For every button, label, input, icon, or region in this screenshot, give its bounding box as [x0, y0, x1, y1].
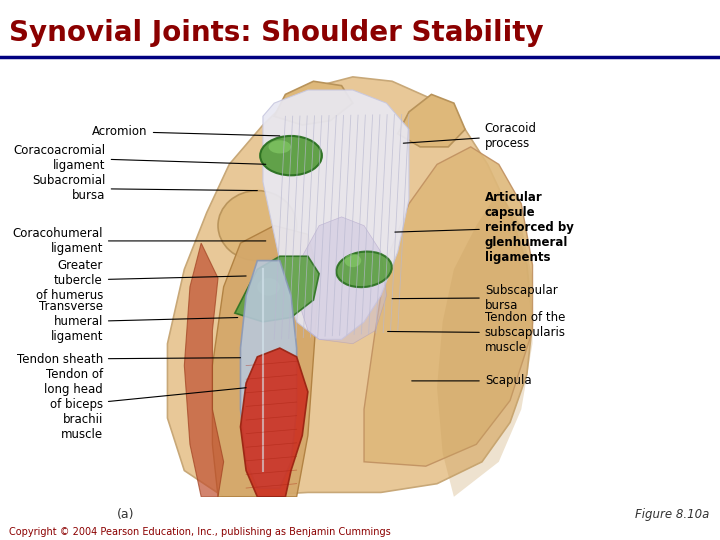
Polygon shape [240, 261, 297, 488]
Text: Articular
capsule
reinforced by
glenhumeral
ligaments: Articular capsule reinforced by glenhume… [395, 191, 574, 264]
Polygon shape [297, 217, 387, 343]
Ellipse shape [218, 191, 297, 261]
Text: Acromion: Acromion [92, 125, 280, 138]
Text: Coracoacromial
ligament: Coracoacromial ligament [14, 144, 266, 172]
Text: Figure 8.10a: Figure 8.10a [635, 508, 709, 521]
Ellipse shape [260, 136, 322, 176]
Text: Tendon sheath: Tendon sheath [17, 353, 240, 366]
Text: Subscapular
bursa: Subscapular bursa [392, 284, 557, 312]
Polygon shape [397, 94, 465, 147]
Polygon shape [168, 77, 533, 497]
Text: Scapula: Scapula [412, 374, 531, 387]
Ellipse shape [336, 252, 392, 287]
Polygon shape [274, 81, 353, 125]
Polygon shape [212, 226, 319, 497]
Text: Coracoid
process: Coracoid process [403, 122, 537, 150]
Text: Coracohumeral
ligament: Coracohumeral ligament [12, 227, 266, 255]
Text: Tendon of the
subscapularis
muscle: Tendon of the subscapularis muscle [387, 311, 566, 354]
Text: Greater
tubercle
of humerus: Greater tubercle of humerus [35, 259, 246, 302]
Text: Synovial Joints: Shoulder Stability: Synovial Joints: Shoulder Stability [9, 19, 544, 47]
Polygon shape [240, 348, 308, 497]
Polygon shape [235, 256, 319, 322]
Polygon shape [437, 191, 533, 497]
Text: Subacromial
bursa: Subacromial bursa [32, 174, 257, 202]
Polygon shape [263, 90, 409, 339]
Polygon shape [184, 243, 224, 497]
Ellipse shape [344, 254, 361, 267]
Text: Copyright © 2004 Pearson Education, Inc., publishing as Benjamin Cummings: Copyright © 2004 Pearson Education, Inc.… [9, 527, 390, 537]
Text: (a): (a) [117, 508, 135, 521]
Text: Transverse
humeral
ligament: Transverse humeral ligament [39, 300, 238, 343]
Polygon shape [364, 147, 533, 466]
Text: Tendon of
long head
of biceps
brachii
muscle: Tendon of long head of biceps brachii mu… [44, 368, 246, 441]
Ellipse shape [269, 140, 291, 153]
Ellipse shape [257, 278, 280, 295]
